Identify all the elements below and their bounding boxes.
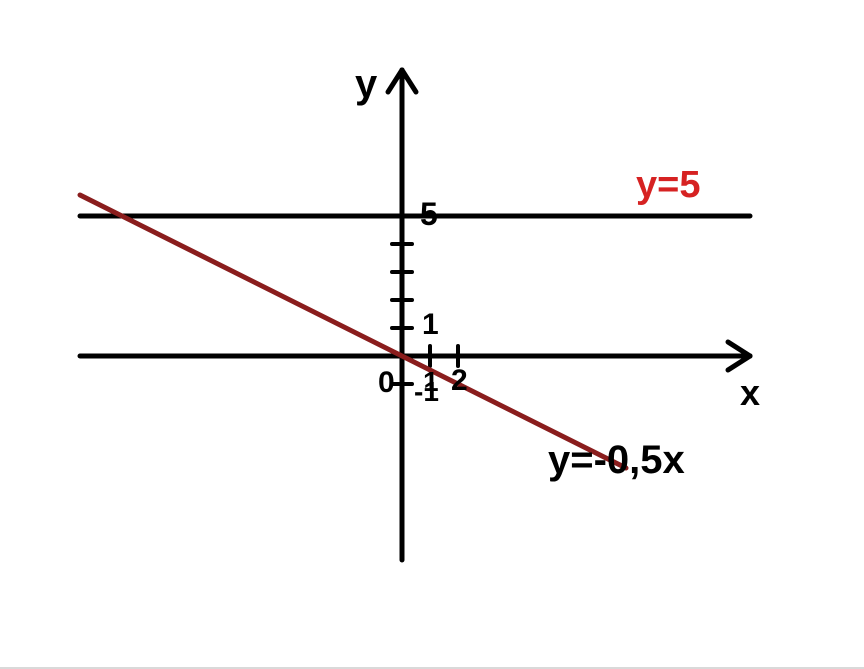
y-tick-label-5: 5 (420, 196, 438, 233)
chart-stage: y x 0 1 2 1 5 -1 y=5 y=-0,5x (0, 0, 864, 669)
origin-label: 0 (378, 366, 395, 400)
x-axis-label: x (740, 372, 760, 414)
equation-label-y-5: y=5 (636, 164, 700, 207)
x-tick-label-2: 2 (451, 364, 468, 398)
y-tick-label-minus-1: -1 (414, 376, 439, 408)
y-axis-label: y (355, 62, 377, 107)
y-tick-label-1: 1 (422, 308, 439, 342)
equation-label-sloped: y=-0,5x (548, 438, 685, 483)
